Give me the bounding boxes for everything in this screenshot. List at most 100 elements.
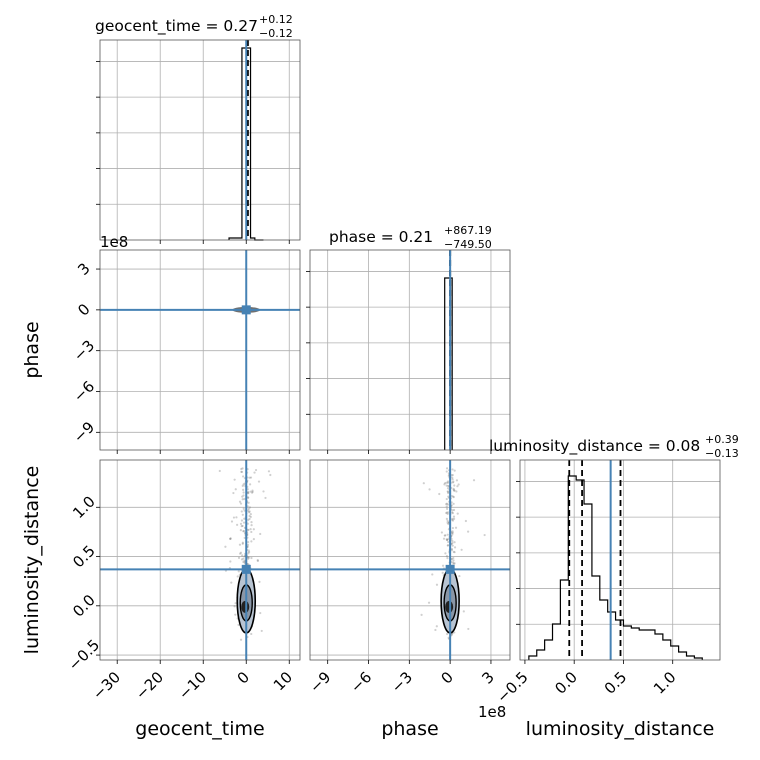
sample-point-geocent_time-vs-luminosity_distance — [243, 559, 246, 562]
sample-point-geocent_time-vs-luminosity_distance — [242, 488, 245, 492]
sample-point-phase-vs-luminosity_distance — [456, 512, 459, 515]
sample-point-geocent_time-vs-luminosity_distance — [230, 520, 234, 523]
sample-point-phase-vs-luminosity_distance — [447, 490, 450, 493]
sample-point-phase-vs-luminosity_distance — [438, 492, 441, 496]
sample-point-geocent_time-vs-luminosity_distance — [239, 529, 242, 532]
sample-point-geocent_time-vs-luminosity_distance — [250, 521, 253, 524]
sample-point-phase-vs-luminosity_distance — [452, 559, 455, 562]
sample-point-phase-vs-luminosity_distance — [446, 512, 449, 516]
sample-point-phase-vs-luminosity_distance — [450, 504, 453, 507]
sample-point-geocent_time-vs-luminosity_distance — [236, 575, 239, 578]
sample-point-geocent_time-vs-luminosity_distance — [242, 483, 245, 486]
sample-point-phase-vs-luminosity_distance — [453, 489, 456, 492]
sample-point-phase-vs-luminosity_distance — [457, 483, 460, 486]
xtick-label-phase-3: 0 — [437, 668, 456, 687]
sample-point-phase-vs-luminosity_distance — [450, 633, 453, 636]
sample-point-phase-vs-luminosity_distance — [420, 613, 423, 616]
sample-point-geocent_time-vs-luminosity_distance — [242, 521, 246, 524]
panel-frame-hist-geocent_time — [99, 39, 301, 241]
sample-point-geocent_time-vs-luminosity_distance — [247, 557, 250, 560]
sample-point-phase-vs-luminosity_distance — [454, 526, 458, 529]
sample-point-phase-vs-luminosity_distance — [462, 610, 465, 613]
sample-point-geocent_time-vs-luminosity_distance — [242, 530, 245, 533]
sample-point-phase-vs-luminosity_distance — [445, 511, 448, 515]
sample-point-geocent_time-vs-luminosity_distance — [243, 497, 246, 501]
sample-point-phase-vs-luminosity_distance — [447, 522, 450, 526]
xtick-label-phase-2: −3 — [388, 668, 416, 696]
sample-point-geocent_time-vs-luminosity_distance — [239, 638, 243, 641]
sample-point-phase-vs-luminosity_distance — [445, 497, 448, 501]
panel-frame-hist-phase — [309, 249, 511, 451]
sample-point-phase-vs-luminosity_distance — [452, 487, 455, 490]
sample-point-geocent_time-vs-luminosity_distance — [236, 523, 239, 526]
sample-point-geocent_time-vs-luminosity_distance — [250, 556, 253, 560]
sample-point-geocent_time-vs-luminosity_distance — [240, 510, 243, 513]
sample-point-phase-vs-luminosity_distance — [453, 489, 456, 492]
sample-point-geocent_time-vs-luminosity_distance — [241, 541, 244, 544]
sample-point-geocent_time-vs-luminosity_distance — [246, 490, 250, 493]
sample-point-phase-vs-luminosity_distance — [451, 511, 454, 514]
sample-point-phase-vs-luminosity_distance — [446, 538, 449, 542]
sample-point-geocent_time-vs-luminosity_distance — [242, 507, 245, 510]
sample-point-geocent_time-vs-luminosity_distance — [249, 490, 252, 493]
sample-point-geocent_time-vs-luminosity_distance — [252, 528, 255, 531]
sample-point-geocent_time-vs-luminosity_distance — [247, 507, 250, 511]
sample-point-phase-vs-luminosity_distance — [445, 470, 448, 473]
sample-point-phase-vs-luminosity_distance — [460, 548, 463, 551]
sample-point-geocent_time-vs-luminosity_distance — [246, 556, 250, 559]
sample-point-geocent_time-vs-luminosity_distance — [250, 540, 253, 543]
sample-point-phase-vs-luminosity_distance — [445, 507, 449, 511]
sample-point-geocent_time-vs-luminosity_distance — [233, 478, 236, 481]
sample-point-geocent_time-vs-luminosity_distance — [250, 524, 253, 527]
sample-point-geocent_time-vs-luminosity_distance — [242, 494, 245, 497]
ytick-label-luminosity_distance-1: 0.0 — [69, 591, 99, 621]
sample-point-phase-vs-luminosity_distance — [453, 631, 456, 634]
sample-point-phase-vs-luminosity_distance — [453, 546, 457, 549]
sample-point-geocent_time-vs-luminosity_distance — [248, 550, 251, 554]
panel-frame-geocent_time-vs-luminosity_distance — [99, 459, 301, 661]
sample-point-phase-vs-luminosity_distance — [428, 488, 431, 491]
ylabel-luminosity-distance: luminosity_distance — [21, 466, 43, 655]
sample-point-phase-vs-luminosity_distance — [451, 533, 454, 536]
sample-point-phase-vs-luminosity_distance — [451, 512, 454, 515]
ytick-label-phase-0: −9 — [70, 418, 98, 446]
sample-point-geocent_time-vs-luminosity_distance — [224, 545, 227, 548]
sample-point-phase-vs-luminosity_distance — [445, 511, 448, 514]
sample-point-geocent_time-vs-luminosity_distance — [246, 522, 249, 525]
title-geocent-time-plus: +0.12 — [259, 13, 293, 26]
sample-point-geocent_time-vs-luminosity_distance — [239, 522, 243, 525]
sample-point-geocent_time-vs-luminosity_distance — [259, 532, 262, 536]
sample-point-geocent_time-vs-luminosity_distance — [249, 515, 252, 519]
sample-point-geocent_time-vs-luminosity_distance — [233, 605, 236, 608]
sample-point-geocent_time-vs-luminosity_distance — [262, 490, 265, 493]
ytick-label-phase-1: −6 — [70, 377, 98, 405]
sample-point-geocent_time-vs-luminosity_distance — [229, 537, 232, 540]
sample-point-phase-vs-luminosity_distance — [451, 476, 454, 479]
histogram-luminosity_distance — [528, 475, 703, 660]
sample-point-phase-vs-luminosity_distance — [443, 534, 446, 537]
sample-point-geocent_time-vs-luminosity_distance — [257, 480, 261, 483]
sample-point-phase-vs-luminosity_distance — [435, 583, 439, 586]
sample-point-phase-vs-luminosity_distance — [447, 495, 450, 498]
sample-point-phase-vs-luminosity_distance — [452, 508, 456, 512]
sample-point-geocent_time-vs-luminosity_distance — [242, 560, 245, 564]
ytick-label-phase-3: 0 — [74, 300, 93, 319]
sample-point-geocent_time-vs-luminosity_distance — [237, 570, 240, 573]
sample-point-phase-vs-luminosity_distance — [472, 479, 476, 482]
sample-point-phase-vs-luminosity_distance — [458, 574, 461, 578]
sample-point-geocent_time-vs-luminosity_distance — [243, 561, 246, 564]
sample-point-phase-vs-luminosity_distance — [445, 481, 448, 484]
sample-point-geocent_time-vs-luminosity_distance — [248, 517, 251, 520]
sample-point-phase-vs-luminosity_distance — [467, 530, 470, 533]
sample-point-geocent_time-vs-luminosity_distance — [240, 470, 243, 473]
sample-point-geocent_time-vs-luminosity_distance — [240, 558, 244, 561]
sample-point-phase-vs-luminosity_distance — [451, 530, 454, 533]
xlabel-phase: phase — [381, 718, 438, 740]
xtick-label-luminosity_distance-3: 1.0 — [650, 668, 680, 698]
sample-point-phase-vs-luminosity_distance — [456, 485, 459, 488]
sample-point-phase-vs-luminosity_distance — [443, 483, 446, 486]
sample-point-geocent_time-vs-luminosity_distance — [267, 470, 271, 473]
sample-point-phase-vs-luminosity_distance — [453, 562, 456, 565]
sample-point-phase-vs-luminosity_distance — [431, 573, 434, 576]
sample-point-phase-vs-luminosity_distance — [446, 544, 449, 547]
